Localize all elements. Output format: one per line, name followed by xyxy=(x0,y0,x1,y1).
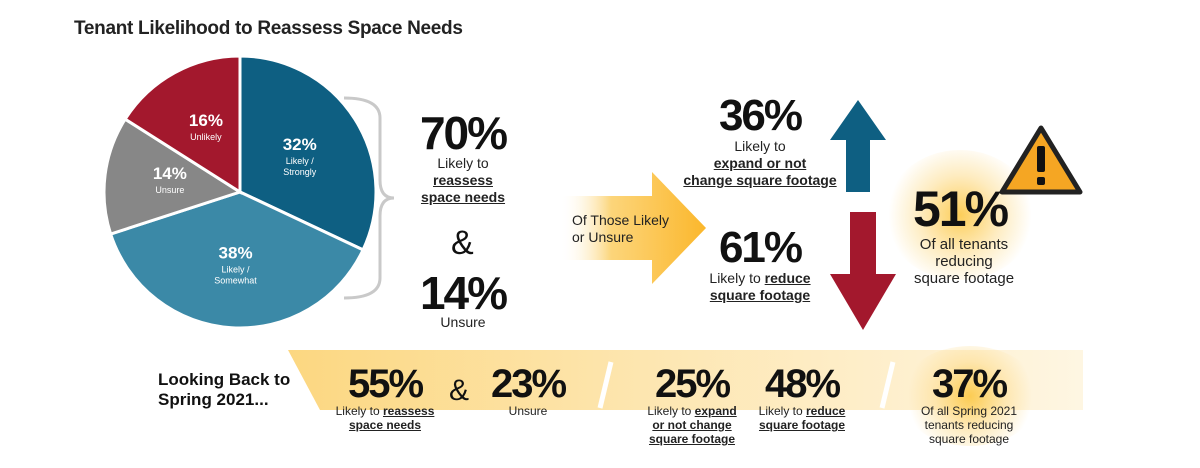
likely-pct: 70% xyxy=(419,107,508,159)
pie-label-pct-unlikely: 16% xyxy=(189,111,223,130)
spring-reassess-underlined: space needs xyxy=(348,418,422,432)
spring-ampersand: & xyxy=(449,374,470,407)
all-tenants-label: Of all tenants reducing square footage xyxy=(884,236,1044,287)
spring-reduce-label: Likely to reduce square footage xyxy=(738,404,866,432)
unsure-pct: 14% xyxy=(419,267,508,319)
likely-label-line2: reassess xyxy=(400,172,526,189)
pie-slice-likely-somewhat xyxy=(108,190,366,330)
spring-expand-underlined-1: or not change xyxy=(652,418,732,432)
spring-expand-underlined-2: square footage xyxy=(648,432,735,446)
pie-label-text-likely-somewhat-2: Somewhat xyxy=(214,276,257,286)
spring-unsure-label: Unsure xyxy=(508,404,548,418)
spring-reduce-line2: square footage xyxy=(738,418,866,432)
spring-reassess-prefix: Likely to xyxy=(335,404,383,418)
chart-title: Tenant Likelihood to Reassess Space Need… xyxy=(74,18,463,39)
spring-all-line3: square footage xyxy=(928,432,1010,446)
expand-label: Likely to expand or not change square fo… xyxy=(670,138,850,189)
spring-reduce-prefix: Likely to xyxy=(758,404,806,418)
expand-line2: expand or not xyxy=(670,155,850,172)
spring-heading: Looking Back to Spring 2021... xyxy=(158,370,290,410)
reduce-line1-prefix: Likely to xyxy=(709,270,765,286)
likely-label-space-needs: space needs xyxy=(420,189,506,205)
expand-line1: Likely to xyxy=(734,138,786,154)
spring-all-line1: Of all Spring 2021 xyxy=(920,404,1018,418)
spring-heading-line2: Spring 2021... xyxy=(158,390,269,409)
all-tenants-line1: Of all tenants xyxy=(919,236,1009,253)
spring-reassess-line2: space needs xyxy=(320,418,450,432)
spring-expand-prefix: Likely to xyxy=(647,404,695,418)
transition-arrow-label: Of Those Likely or Unsure xyxy=(572,212,692,246)
spring-all-line2: tenants reducing xyxy=(924,418,1014,432)
spring-band xyxy=(288,350,1083,410)
spring-expand-keyword: expand xyxy=(694,404,737,418)
pie-slice-likely-strongly xyxy=(238,54,378,252)
pie-label-text-likely-strongly-1: Likely / xyxy=(286,156,315,166)
warning-triangle-icon xyxy=(999,125,1083,195)
likely-label: Likely to reassess space needs xyxy=(400,155,526,206)
likely-label-line3: space needs xyxy=(400,189,526,206)
spring-reassess-label: Likely to reassess space needs xyxy=(320,404,450,432)
ampersand: & xyxy=(451,224,474,262)
pie-slice-unlikely xyxy=(123,54,242,195)
reduce-underlined: square footage xyxy=(709,287,811,303)
pie-label-text-unlikely-1: Unlikely xyxy=(190,132,222,142)
brace xyxy=(343,96,395,300)
spring-expand-line2: or not change xyxy=(628,418,756,432)
spring-all-glow xyxy=(900,346,1040,446)
pie-slice-unsure xyxy=(102,117,244,236)
spring-reassess-pct: 55% xyxy=(347,362,424,406)
all-tenants-pct: 51% xyxy=(912,181,1009,237)
pie-label-text-likely-somewhat-1: Likely / xyxy=(222,265,251,275)
all-tenants-line3: square footage xyxy=(913,270,1015,287)
unsure-label: Unsure xyxy=(440,314,486,330)
arrow-up-icon xyxy=(830,100,886,192)
expand-pct: 36% xyxy=(718,91,803,140)
spring-all-pct: 37% xyxy=(931,362,1008,406)
likely-label-line1: Likely to xyxy=(437,155,489,171)
likely-label-reassess: reassess xyxy=(433,172,493,188)
transition-arrow xyxy=(560,172,706,284)
spring-reduce-keyword: reduce xyxy=(806,404,846,418)
pie-label-pct-likely-somewhat: 38% xyxy=(219,244,253,263)
spring-heading-line1: Looking Back to xyxy=(158,370,291,389)
transition-line2: or Unsure xyxy=(572,229,634,245)
spring-expand-line1: Likely to expand xyxy=(628,404,756,418)
spring-reassess-line1: Likely to reassess xyxy=(320,404,450,418)
all-tenants-glow xyxy=(885,150,1035,280)
spring-all-label: Of all Spring 2021 tenants reducing squa… xyxy=(900,404,1038,446)
pie-label-pct-unsure: 14% xyxy=(153,164,187,183)
expand-underlined-2: change square footage xyxy=(683,172,837,188)
reduce-line1-keyword: reduce xyxy=(764,270,811,286)
spring-reassess-keyword: reassess xyxy=(382,404,435,418)
expand-underlined-1: expand or not xyxy=(713,155,807,171)
spring-reduce-line1: Likely to reduce xyxy=(738,404,866,418)
expand-line3: change square footage xyxy=(670,172,850,189)
reduce-label: Likely to reduce square footage xyxy=(670,270,850,304)
reduce-line2: square footage xyxy=(670,287,850,304)
reduce-line1: Likely to reduce xyxy=(670,270,850,287)
spring-expand-label: Likely to expand or not change square fo… xyxy=(628,404,756,446)
pie-label-text-likely-strongly-2: Strongly xyxy=(283,167,317,177)
arrow-down-icon xyxy=(830,212,896,330)
pie-label-text-unsure-1: Unsure xyxy=(155,185,184,195)
spring-unsure-pct: 23% xyxy=(490,362,567,406)
all-tenants-line2: reducing xyxy=(935,253,993,270)
spring-expand-line3: square footage xyxy=(628,432,756,446)
spring-reduce-underlined: square footage xyxy=(758,418,845,432)
transition-line1: Of Those Likely xyxy=(572,212,670,228)
reduce-pct: 61% xyxy=(718,223,803,272)
pie-label-pct-likely-strongly: 32% xyxy=(283,135,317,154)
spring-reduce-pct: 48% xyxy=(764,362,841,406)
spring-expand-pct: 25% xyxy=(654,362,731,406)
